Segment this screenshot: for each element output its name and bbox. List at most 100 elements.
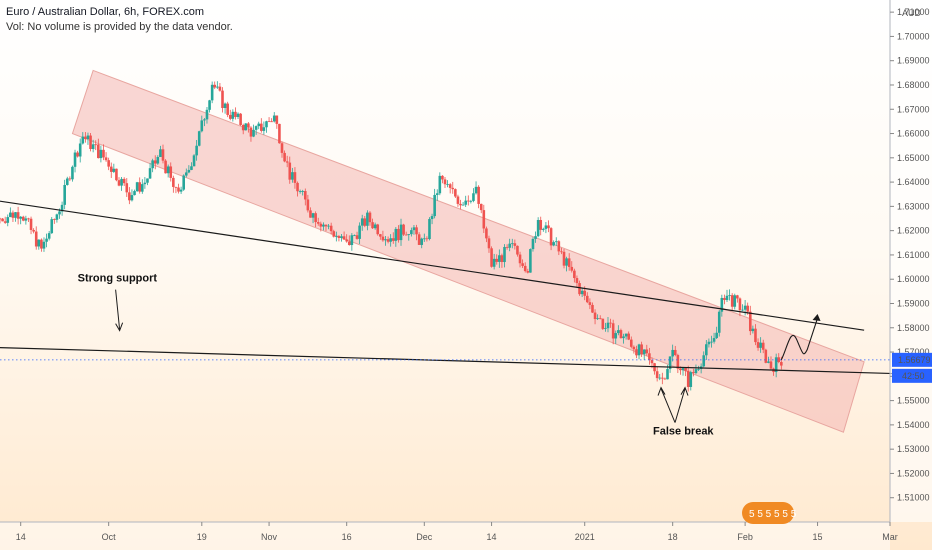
- candle: [645, 344, 649, 356]
- candle: [19, 216, 22, 225]
- candle: [21, 215, 25, 222]
- candle: [272, 112, 276, 123]
- candle: [340, 233, 343, 242]
- candle: [466, 195, 470, 206]
- candle: [728, 289, 731, 301]
- candle: [686, 365, 690, 392]
- candle: [736, 294, 739, 303]
- price-tick-label: 1.54000: [897, 420, 930, 430]
- candle: [477, 185, 480, 209]
- currency-label: AUD: [902, 8, 922, 18]
- candle: [350, 233, 354, 251]
- candle: [410, 227, 413, 237]
- candle: [412, 224, 416, 235]
- candle: [397, 225, 400, 243]
- candle: [120, 176, 123, 191]
- projection-path[interactable]: [780, 317, 819, 361]
- candle: [456, 194, 460, 207]
- candle: [733, 293, 737, 310]
- candle: [570, 261, 574, 273]
- candle: [99, 145, 103, 163]
- candle: [399, 218, 403, 246]
- candle: [47, 230, 51, 241]
- candle: [241, 123, 245, 135]
- candle: [252, 124, 255, 138]
- candle: [34, 226, 38, 250]
- candle: [487, 235, 491, 253]
- candle: [461, 202, 465, 206]
- candle: [102, 144, 105, 161]
- time-tick-label: 2021: [575, 532, 595, 542]
- candle: [482, 204, 486, 234]
- candle: [373, 222, 377, 230]
- price-tick-label: 1.66000: [897, 129, 930, 139]
- candle: [283, 150, 286, 163]
- candle: [402, 223, 405, 236]
- candle: [301, 189, 305, 196]
- time-tick-label: 15: [813, 532, 823, 542]
- candle: [433, 188, 436, 219]
- candle: [702, 351, 706, 368]
- time-tick-label: 19: [197, 532, 207, 542]
- candle: [681, 367, 685, 376]
- strong-support-line[interactable]: [0, 342, 906, 375]
- price-tick-label: 1.68000: [897, 80, 930, 90]
- candle: [420, 237, 424, 249]
- candle: [3, 216, 7, 224]
- badge-text: 5 5 5 5 5 5: [749, 509, 797, 520]
- candle: [632, 345, 636, 354]
- candle: [327, 223, 330, 230]
- price-tick-label: 1.67000: [897, 104, 930, 114]
- candle: [707, 338, 711, 348]
- candle: [65, 176, 69, 186]
- candle: [360, 214, 364, 231]
- price-tick-label: 1.51000: [897, 493, 930, 503]
- candle: [182, 174, 185, 191]
- price-tick-label: 1.71000: [897, 7, 930, 17]
- candle: [42, 237, 46, 252]
- candle: [86, 132, 90, 145]
- candle: [109, 162, 113, 178]
- candle: [756, 338, 760, 351]
- candle: [774, 353, 778, 378]
- candle: [27, 217, 30, 222]
- descending-channel[interactable]: [71, 69, 865, 433]
- price-tick-label: 1.69000: [897, 56, 930, 66]
- candle: [174, 186, 178, 194]
- ideas-badge[interactable]: 5 5 5 5 5 5: [742, 502, 797, 524]
- candle: [16, 206, 20, 225]
- candle: [234, 107, 237, 120]
- candle: [122, 177, 126, 186]
- candle: [529, 248, 532, 273]
- candle: [648, 347, 651, 365]
- candle: [759, 337, 762, 353]
- candle: [203, 118, 206, 127]
- time-tick-label: 16: [342, 532, 352, 542]
- candle: [738, 297, 742, 317]
- candle: [459, 199, 462, 210]
- candle: [311, 212, 315, 224]
- candle: [345, 234, 348, 243]
- candle: [479, 203, 483, 214]
- candle: [505, 244, 509, 250]
- candle: [280, 141, 284, 158]
- candle: [614, 330, 618, 344]
- candle: [386, 236, 390, 244]
- candle: [288, 156, 292, 184]
- candle: [448, 183, 452, 194]
- candle: [573, 268, 576, 283]
- time-axis[interactable]: [0, 522, 890, 550]
- candle: [567, 253, 571, 271]
- price-axis[interactable]: [890, 0, 932, 522]
- descending-trendline[interactable]: [0, 194, 865, 331]
- time-tick-label: Oct: [102, 532, 117, 542]
- candle: [717, 310, 721, 337]
- candle: [314, 211, 317, 228]
- candle: [226, 101, 229, 118]
- candle: [353, 234, 356, 237]
- candle: [169, 162, 173, 182]
- candle: [76, 150, 79, 158]
- candle: [278, 123, 281, 144]
- candle: [332, 229, 336, 238]
